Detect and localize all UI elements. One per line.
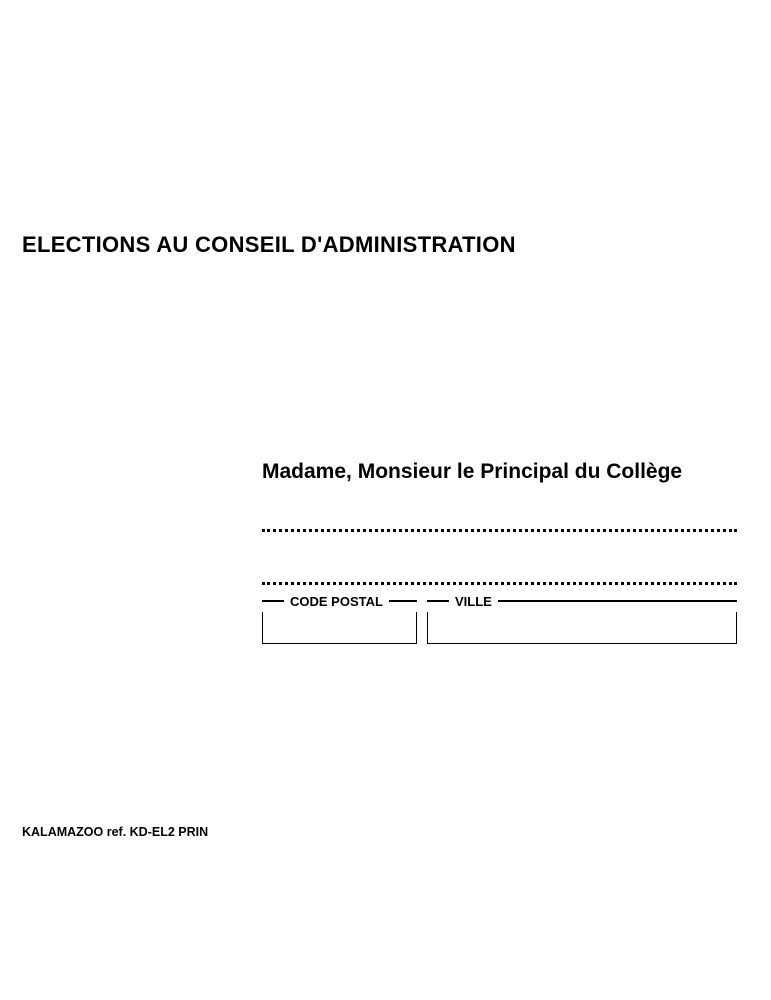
code-postal-label-row: CODE POSTAL: [262, 590, 417, 612]
addressee-line: Madame, Monsieur le Principal du Collège: [262, 460, 682, 484]
footer-reference: KALAMAZOO ref. KD-EL2 PRIN: [22, 825, 208, 839]
ville-label-row: VILLE: [427, 590, 737, 612]
address-line-2: [262, 582, 737, 585]
code-postal-box: [262, 612, 417, 644]
label-line-left: [262, 600, 284, 602]
code-postal-field: CODE POSTAL: [262, 590, 417, 644]
label-line-right: [498, 600, 737, 602]
document-page: ELECTIONS AU CONSEIL D'ADMINISTRATION Ma…: [0, 0, 771, 1000]
ville-box: [427, 612, 737, 644]
code-postal-label: CODE POSTAL: [284, 594, 389, 609]
label-line-left: [427, 600, 449, 602]
address-fields-row: CODE POSTAL VILLE: [262, 590, 737, 644]
page-title: ELECTIONS AU CONSEIL D'ADMINISTRATION: [22, 232, 516, 258]
address-line-1: [262, 529, 737, 532]
label-line-right: [389, 600, 417, 602]
ville-label: VILLE: [449, 594, 498, 609]
ville-field: VILLE: [427, 590, 737, 644]
